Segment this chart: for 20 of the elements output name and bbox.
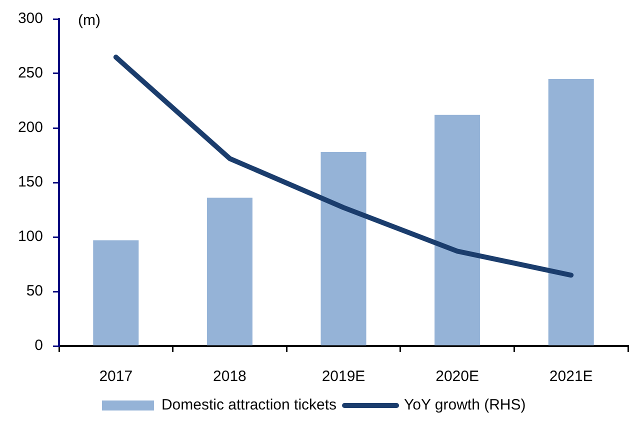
legend-label: YoY growth (RHS) xyxy=(404,396,526,414)
bar xyxy=(93,240,139,346)
x-tick-label: 2020E xyxy=(436,368,479,386)
x-tick-label: 2018 xyxy=(213,368,246,386)
y-axis-title: (m) xyxy=(78,12,100,30)
bar xyxy=(206,198,252,346)
y-tick-label: 250 xyxy=(18,64,43,82)
bar xyxy=(434,114,480,346)
y-tick-label: 300 xyxy=(18,10,43,28)
y-tick-label: 50 xyxy=(26,282,43,300)
x-tick-label: 2019E xyxy=(322,368,366,386)
y-tick-label: 200 xyxy=(18,119,43,136)
x-tick-label: 2017 xyxy=(99,368,133,386)
x-tick-label: 2021E xyxy=(549,368,593,386)
y-tick-label: 150 xyxy=(18,174,43,191)
bar xyxy=(320,152,366,346)
bar xyxy=(548,78,594,346)
y-tick-label: 100 xyxy=(18,228,43,246)
legend-label: Domestic attraction tickets xyxy=(161,396,337,414)
y-tick-label: 0 xyxy=(34,337,43,354)
